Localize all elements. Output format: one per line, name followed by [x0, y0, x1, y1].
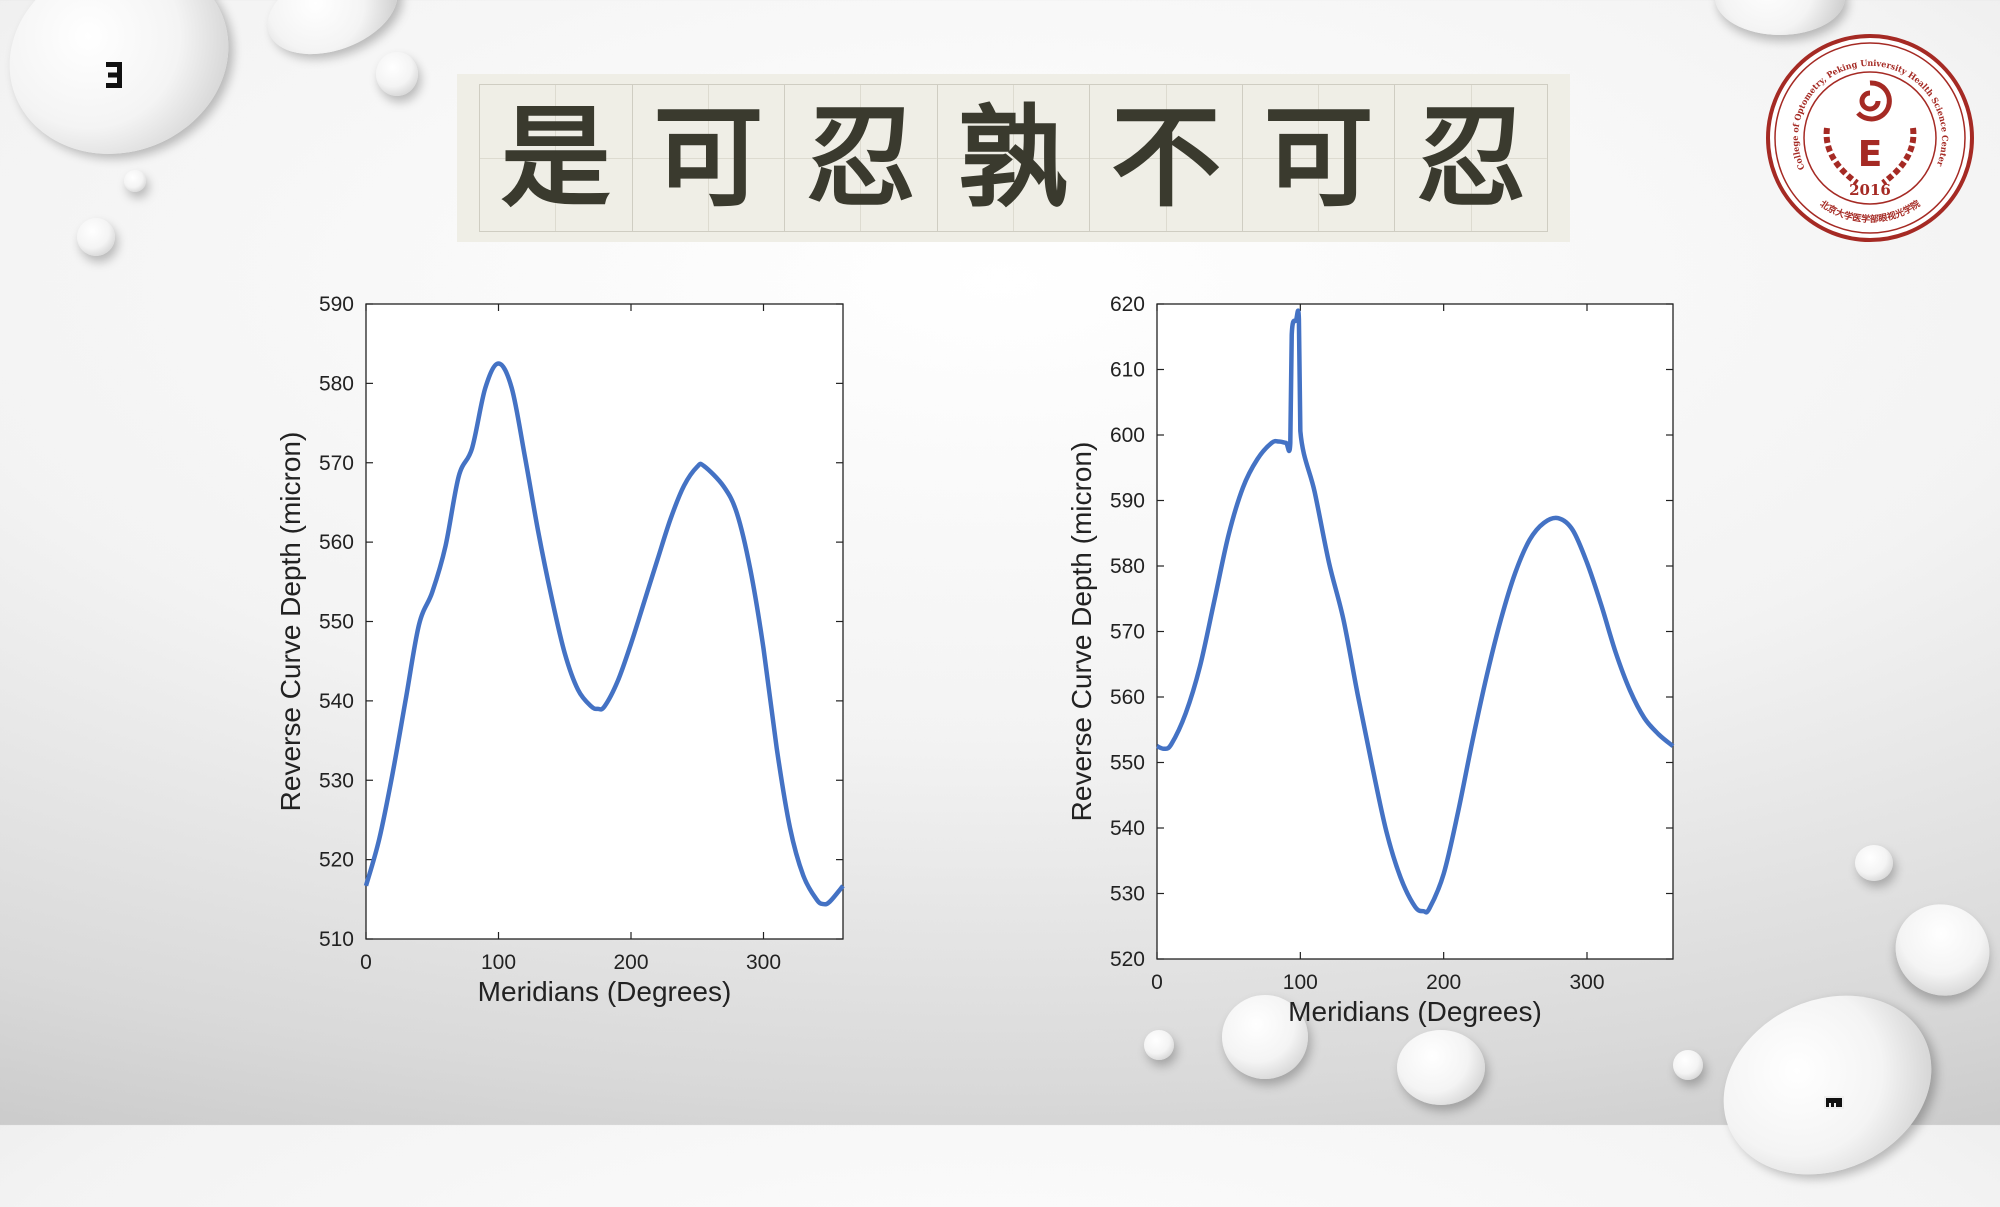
banner-character: 可 — [632, 85, 786, 231]
x-tick-label: 300 — [746, 951, 781, 974]
tumbling-e-left-icon — [106, 62, 122, 88]
y-tick-label: 510 — [319, 928, 354, 951]
y-tick-label: 590 — [1110, 490, 1145, 513]
y-tick-label: 520 — [1110, 948, 1145, 971]
y-tick-label: 550 — [1110, 752, 1145, 775]
x-tick-label: 0 — [1151, 971, 1163, 994]
y-axis-label: Reverse Curve Depth (micron) — [1066, 442, 1097, 822]
y-tick-label: 530 — [319, 769, 354, 792]
water-drop-decoration — [1673, 1050, 1703, 1080]
x-tick-label: 300 — [1569, 971, 1604, 994]
y-tick-label: 610 — [1110, 359, 1145, 382]
chart-left-reverse-curve-depth: 0 100 200 300 510 520 530 540 550 560 570 580 590 Mer… — [275, 293, 845, 1007]
banner-character: 孰 — [937, 85, 1091, 231]
y-tick-label: 620 — [1110, 293, 1145, 316]
water-drop-decoration — [1222, 995, 1308, 1079]
water-drop-decoration — [1855, 845, 1893, 881]
y-tick-label: 550 — [319, 611, 354, 634]
data-series-line — [1156, 308, 1675, 915]
y-tick-label: 580 — [319, 372, 354, 395]
title-banner: 是 可 忍 孰 不 可 忍 — [457, 74, 1570, 242]
y-tick-label: 570 — [1110, 621, 1145, 644]
x-axis-label: Meridians (Degrees) — [478, 976, 732, 1007]
water-drop-decoration — [124, 170, 146, 192]
banner-character: 可 — [1242, 85, 1396, 231]
y-tick-label: 570 — [319, 452, 354, 475]
y-tick-label: 560 — [319, 531, 354, 554]
data-series-line — [363, 361, 845, 907]
seal-center-letter: E — [1858, 134, 1883, 175]
college-seal-logo: College of Optometry, Peking University … — [1766, 34, 1974, 242]
water-drop-decoration — [1144, 1030, 1174, 1060]
y-tick-label: 600 — [1110, 424, 1145, 447]
tumbling-e-down-icon — [1824, 1096, 1844, 1109]
banner-character: 不 — [1090, 85, 1243, 231]
y-tick-label: 540 — [1110, 817, 1145, 840]
y-tick-label: 590 — [319, 293, 354, 316]
plot-area — [1156, 303, 1674, 960]
y-tick-label: 520 — [319, 849, 354, 872]
y-tick-label: 560 — [1110, 686, 1145, 709]
x-tick-label: 100 — [1283, 971, 1318, 994]
chart-right-reverse-curve-depth: 0 100 200 300 520 530 540 550 560 570 580 590 600 610… — [1066, 293, 1675, 1027]
x-tick-label: 0 — [360, 951, 372, 974]
y-tick-label: 580 — [1110, 555, 1145, 578]
y-tick-label: 540 — [319, 690, 354, 713]
x-axis-label: Meridians (Degrees) — [1288, 996, 1542, 1027]
x-tick-label: 200 — [1426, 971, 1461, 994]
seal-year: 2016 — [1849, 181, 1891, 199]
banner-character: 忍 — [1395, 85, 1548, 231]
water-drop-decoration — [1397, 1030, 1485, 1105]
banner-character: 是 — [480, 85, 633, 231]
banner-character: 忍 — [785, 85, 938, 231]
y-axis-label: Reverse Curve Depth (micron) — [275, 432, 306, 812]
water-drop-decoration — [77, 218, 115, 256]
x-tick-label: 100 — [481, 951, 516, 974]
water-drop-decoration — [376, 52, 418, 96]
x-tick-label: 200 — [613, 951, 648, 974]
y-tick-label: 530 — [1110, 883, 1145, 906]
